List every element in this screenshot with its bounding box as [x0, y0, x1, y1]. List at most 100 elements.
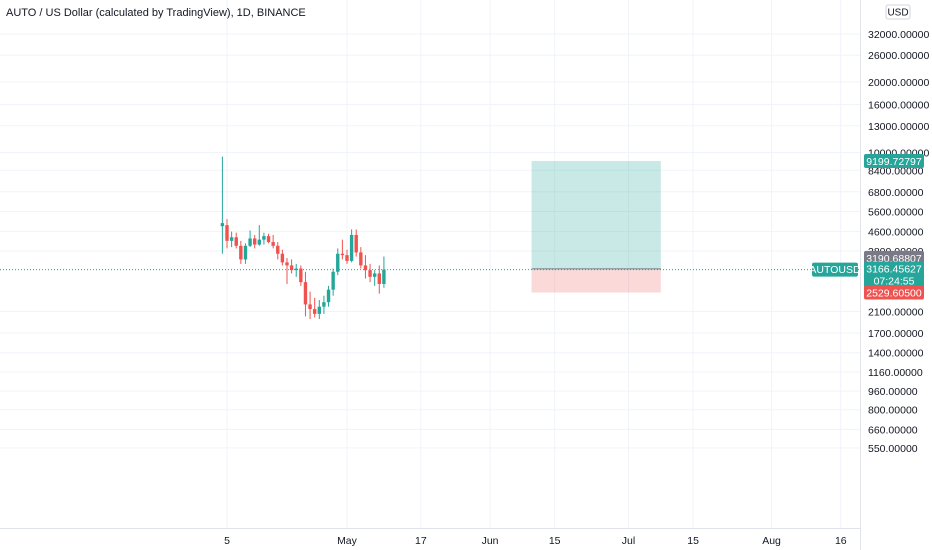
profit-zone[interactable] [531, 160, 661, 269]
symbol-label: AUTOUSD [809, 264, 861, 276]
candle [262, 232, 266, 245]
candle-body [289, 265, 294, 271]
candle [303, 271, 308, 317]
candle [354, 229, 358, 257]
countdown-label: 07:24:55 [874, 276, 915, 288]
x-tick-label: Jul [622, 535, 635, 547]
candle [326, 285, 331, 307]
x-tick-label: 16 [835, 535, 847, 547]
candle [336, 248, 340, 276]
candle-body [372, 273, 377, 277]
candle-body [382, 269, 386, 284]
y-tick-label: 550.00000 [868, 443, 918, 455]
candle [345, 249, 349, 264]
y-tick-label: 16000.00000 [868, 100, 929, 112]
candle [266, 233, 271, 244]
price-axis[interactable]: 32000.00000 26000.00000 20000.00000 16000.0… [868, 29, 929, 455]
candle-body [262, 236, 266, 240]
grid [0, 0, 860, 528]
candle-body [276, 245, 280, 254]
candle [294, 263, 298, 277]
y-tick-label: 960.00000 [868, 386, 918, 398]
candles [220, 156, 386, 319]
candle-body [340, 253, 345, 256]
candle-body [299, 268, 303, 283]
candle [359, 247, 363, 269]
y-tick-label: 1400.00000 [868, 348, 924, 360]
x-tick-label: Jun [482, 535, 499, 547]
candle-body [234, 237, 238, 246]
candle-body [266, 236, 271, 243]
candle-body [285, 262, 289, 266]
candle [349, 229, 354, 263]
candle [252, 234, 257, 249]
candle [276, 242, 280, 260]
x-tick-label: 17 [415, 535, 427, 547]
long-position-tool[interactable] [531, 160, 661, 293]
candle [368, 263, 372, 283]
candle [377, 265, 381, 294]
candle-body [220, 223, 225, 227]
chart-title: AUTO / US Dollar (calculated by TradingV… [6, 7, 306, 19]
y-tick-label: 2100.00000 [868, 306, 924, 318]
candle [225, 219, 229, 249]
time-axis[interactable]: 5 May 17 Jun 15 Jul 15 Aug 16 [224, 535, 847, 547]
candle-body [239, 245, 243, 260]
candle-body [336, 253, 340, 272]
candle [340, 239, 345, 260]
candle-body [322, 302, 326, 307]
candle-body [354, 234, 358, 253]
candle-body [248, 238, 252, 246]
y-tick-label: 26000.00000 [868, 50, 929, 62]
stop-price-badge [864, 285, 924, 300]
candle-body [280, 253, 285, 263]
candle [308, 291, 312, 319]
candle [257, 225, 262, 246]
x-tick-label: 5 [224, 535, 230, 547]
candle-body [257, 239, 262, 245]
candle-body [345, 255, 349, 261]
candle [317, 299, 321, 319]
candle-body [317, 306, 321, 314]
candle [285, 257, 289, 284]
entry-price-badge [864, 250, 924, 265]
last-price-label: 3166.45627 [866, 264, 922, 276]
candle-body [349, 234, 354, 261]
target-price-label: 9199.72797 [866, 156, 922, 168]
candle [220, 156, 225, 254]
candle [289, 259, 294, 274]
y-tick-label: 800.00000 [868, 405, 918, 417]
candle [382, 256, 386, 288]
candle [322, 295, 326, 314]
candle-body [326, 289, 331, 303]
candle-body [225, 225, 229, 241]
loss-zone[interactable] [531, 268, 661, 293]
last-price-badge [864, 261, 924, 290]
candle [229, 231, 234, 248]
candle [234, 232, 238, 249]
stop-price-label: 2529.60500 [866, 287, 922, 299]
candle-body [312, 309, 317, 314]
y-tick-label: 6800.00000 [868, 187, 924, 199]
candle-body [243, 245, 248, 260]
x-tick-label: 15 [549, 535, 561, 547]
candle-body [331, 271, 335, 290]
candle-body [229, 237, 234, 241]
candle [248, 230, 252, 248]
candle [372, 270, 377, 286]
candle [280, 249, 285, 266]
x-tick-label: May [337, 535, 358, 547]
candle [331, 268, 335, 296]
currency-unit-label: USD [887, 8, 908, 19]
y-tick-label: 660.00000 [868, 424, 918, 436]
candle [312, 297, 317, 318]
candle [363, 255, 368, 279]
candle-body [303, 282, 308, 305]
candle-body [368, 270, 372, 277]
candle [243, 243, 248, 264]
y-tick-label: 20000.00000 [868, 77, 929, 89]
candle-body [252, 238, 257, 245]
currency-unit-badge[interactable] [885, 4, 911, 20]
target-price-badge [864, 153, 924, 168]
